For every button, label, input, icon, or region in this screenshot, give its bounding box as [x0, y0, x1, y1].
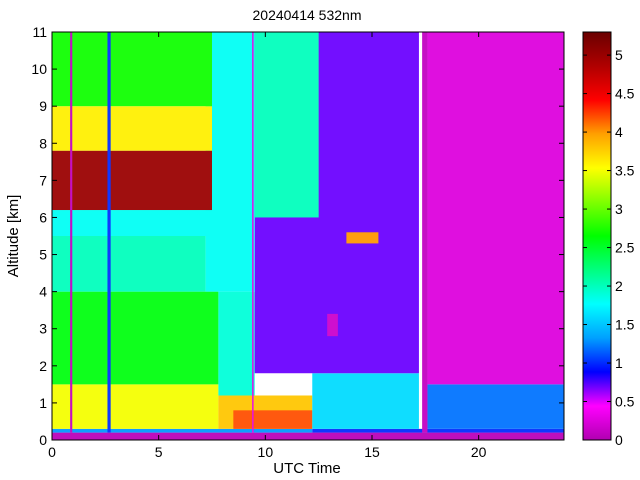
y-axis: 0 1 2 3 4 5 6 7 8 9 10 11 — [31, 24, 564, 448]
colorbar-tick-label: 3.5 — [615, 163, 635, 179]
plot-frame — [51, 31, 565, 441]
colorbar-tick-label: 4.5 — [615, 86, 635, 102]
colorbar-tick-label: 3 — [615, 201, 623, 217]
y-tick-label: 0 — [39, 432, 47, 448]
colorbar-tick-label: 5 — [615, 47, 623, 63]
x-tick-label: 20 — [471, 444, 487, 460]
colorbar-tick-label: 1 — [615, 355, 623, 371]
y-tick-label: 6 — [39, 209, 47, 225]
y-tick-label: 5 — [39, 247, 47, 263]
y-tick-label: 1 — [39, 395, 47, 411]
colorbar-tick-label: 2 — [615, 278, 623, 294]
colorbar-tick-label: 2.5 — [615, 240, 635, 256]
y-tick-label: 8 — [39, 135, 47, 151]
x-axis: 0 5 10 15 20 — [48, 32, 487, 460]
y-axis-label: Altitude [km] — [5, 195, 22, 278]
colorbar-tick-label: 0.5 — [615, 394, 635, 410]
colorbar-tick-label: 1.5 — [615, 317, 635, 333]
y-tick-label: 11 — [32, 24, 47, 40]
y-tick-label: 4 — [39, 284, 47, 300]
y-tick-label: 3 — [39, 321, 47, 337]
y-tick-label: 9 — [39, 98, 47, 114]
colorbar-tick-label: 0 — [615, 432, 623, 448]
x-tick-label: 15 — [364, 444, 380, 460]
chart-title: 20240414 532nm — [253, 7, 362, 23]
x-axis-label: UTC Time — [273, 460, 341, 477]
x-tick-label: 5 — [155, 444, 163, 460]
colorbar-tick-label: 4 — [615, 124, 623, 140]
plot-noise-overlay — [52, 32, 564, 440]
x-tick-label: 10 — [258, 444, 274, 460]
x-tick-label: 0 — [48, 444, 56, 460]
colorbar — [582, 31, 612, 441]
y-tick-label: 7 — [39, 172, 47, 188]
colorbar-axis: 0 0.5 1 1.5 2 2.5 3 3.5 4 4.5 5 — [583, 47, 635, 448]
y-tick-label: 10 — [31, 61, 47, 77]
y-tick-label: 2 — [39, 358, 47, 374]
